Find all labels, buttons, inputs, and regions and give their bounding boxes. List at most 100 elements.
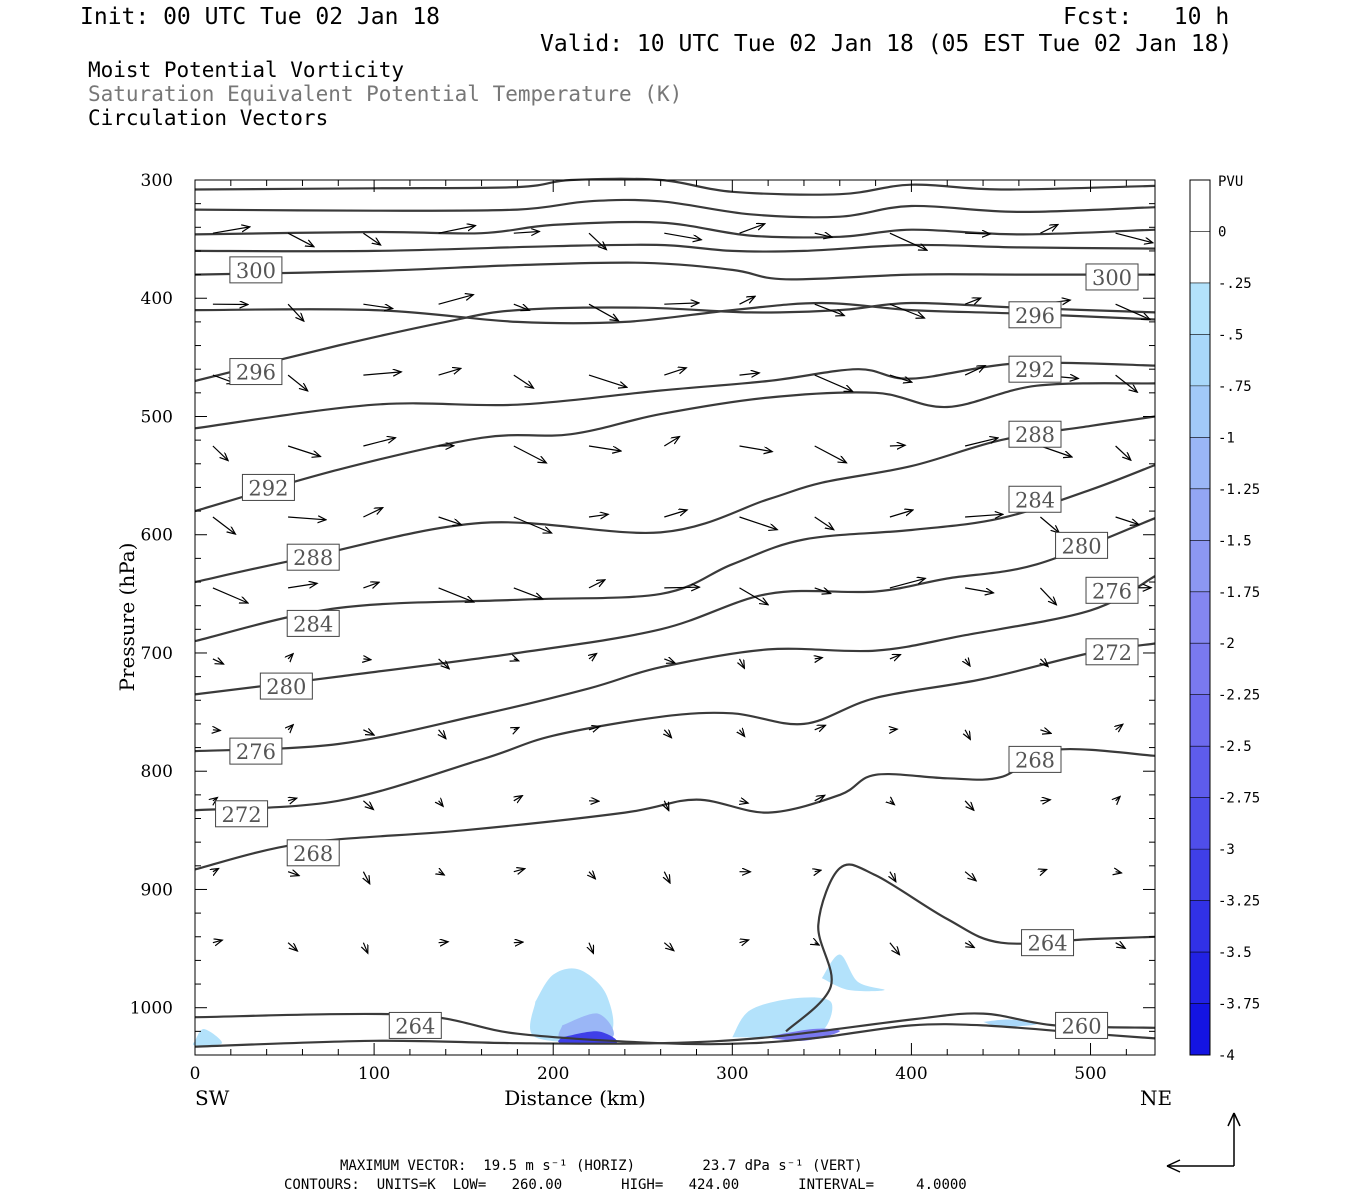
circulation-vector bbox=[890, 729, 897, 730]
contour-label-box bbox=[1085, 638, 1139, 666]
theta-e-contour-line bbox=[194, 575, 1156, 753]
colorbar-label: 0 bbox=[1218, 224, 1226, 240]
circulation-vector bbox=[889, 655, 901, 659]
colorbar-label: -1 bbox=[1218, 430, 1235, 446]
circulation-vector bbox=[964, 943, 974, 948]
circulation-vector bbox=[514, 659, 519, 661]
contour-label-box bbox=[286, 609, 340, 637]
max-vector-note: MAXIMUM VECTOR: 19.5 m s⁻¹ (HORIZ) 23.7 … bbox=[340, 1158, 863, 1174]
circulation-vector bbox=[815, 870, 821, 872]
contour-label-box bbox=[1008, 745, 1062, 773]
circulation-vector bbox=[889, 303, 925, 318]
circulation-vector bbox=[889, 374, 912, 382]
circulation-vector bbox=[814, 795, 825, 801]
theta-e-contour-line bbox=[194, 198, 1156, 219]
circulation-vector bbox=[663, 437, 679, 447]
axes: 300 400 500 600 700 800 900 1000 0 100 200 300 400 50… bbox=[115, 171, 1172, 1110]
circulation-vector bbox=[514, 796, 523, 801]
contour-label-box bbox=[229, 358, 283, 386]
circulation-vector bbox=[438, 942, 449, 943]
circulation-vector bbox=[363, 508, 382, 518]
contour-label-text: 288 bbox=[293, 546, 333, 570]
circulation-vector bbox=[213, 869, 219, 872]
colorbar-swatch bbox=[1190, 900, 1210, 953]
x-tick-label: 0 bbox=[190, 1064, 201, 1084]
circulation-vector bbox=[740, 658, 745, 668]
contour-label-box bbox=[229, 737, 283, 765]
colorbar-label: -2.5 bbox=[1218, 739, 1252, 755]
circulation-vector bbox=[740, 801, 749, 803]
circulation-vector bbox=[964, 298, 981, 304]
colorbar-swatch bbox=[1190, 334, 1210, 386]
colorbar-label: -3 bbox=[1218, 842, 1235, 858]
contour-label-text: 276 bbox=[236, 740, 276, 764]
theta-e-contour-line bbox=[194, 642, 1156, 812]
circulation-vector bbox=[664, 871, 670, 883]
circulation-vector bbox=[288, 583, 317, 588]
circulation-vector bbox=[438, 516, 462, 525]
pv-region bbox=[193, 1028, 223, 1046]
pv-region bbox=[821, 954, 885, 992]
circulation-vector bbox=[889, 445, 905, 446]
circulation-vector bbox=[513, 587, 543, 599]
contour-label-box bbox=[1008, 301, 1062, 329]
colorbar-swatch bbox=[1190, 694, 1210, 747]
circulation-vector bbox=[589, 654, 597, 659]
circulation-vector bbox=[663, 942, 674, 951]
circulation-vector bbox=[288, 517, 326, 520]
circulation-vector bbox=[1115, 374, 1138, 392]
circulation-vector bbox=[814, 374, 853, 391]
circulation-vector bbox=[513, 303, 530, 310]
circulation-vector bbox=[814, 588, 831, 594]
circulation-vectors bbox=[213, 224, 1153, 955]
plot-frame bbox=[194, 179, 1156, 1056]
colorbar-label: -4 bbox=[1218, 1048, 1235, 1064]
circulation-vector bbox=[212, 516, 236, 534]
y-tick-label: 500 bbox=[141, 407, 173, 427]
circulation-vector bbox=[739, 373, 760, 375]
colorbar-label: -2 bbox=[1218, 636, 1235, 652]
circulation-vector bbox=[363, 438, 395, 447]
contour-label-text: 276 bbox=[1092, 579, 1132, 603]
circulation-vector bbox=[890, 871, 896, 882]
x-tick-label: 200 bbox=[537, 1064, 569, 1084]
colorbar-swatch bbox=[1190, 849, 1210, 901]
circulation-vector bbox=[212, 445, 228, 461]
contour-label-box bbox=[1021, 929, 1075, 957]
contour-label-text: 264 bbox=[395, 1014, 435, 1038]
contour-label-box bbox=[388, 1011, 442, 1039]
circulation-vector bbox=[438, 587, 474, 602]
circulation-vector bbox=[439, 872, 445, 875]
circulation-vector bbox=[287, 872, 299, 876]
colorbar-swatch bbox=[1190, 591, 1210, 644]
field-pv-title: Moist Potential Vorticity bbox=[88, 58, 405, 82]
circulation-vector bbox=[213, 798, 218, 801]
circulation-vector bbox=[1115, 516, 1139, 525]
circulation-vector bbox=[588, 580, 605, 589]
circulation-vector bbox=[288, 654, 293, 659]
circulation-vector bbox=[588, 445, 621, 451]
theta-e-contour-line bbox=[194, 220, 1156, 239]
colorbar-label: -3.75 bbox=[1218, 997, 1260, 1013]
theta-e-contour-line bbox=[194, 517, 1156, 696]
colorbar-swatch bbox=[1190, 437, 1210, 489]
circulation-vector bbox=[965, 233, 990, 234]
contour-label-text: 284 bbox=[1015, 488, 1055, 512]
contour-info-note: CONTOURS: UNITS=K LOW= 260.00 HIGH= 424.… bbox=[284, 1177, 967, 1193]
field-vectors-title: Circulation Vectors bbox=[88, 106, 329, 130]
circulation-vector bbox=[814, 303, 845, 315]
circulation-vector bbox=[1040, 870, 1046, 872]
colorbar-swatch bbox=[1190, 540, 1210, 592]
circulation-vector bbox=[1040, 225, 1058, 234]
x-axis-label: Distance (km) bbox=[504, 1086, 646, 1110]
circulation-vector bbox=[964, 366, 985, 376]
colorbar-swatch bbox=[1190, 282, 1210, 335]
colorbar-swatch bbox=[1190, 1003, 1210, 1055]
circulation-vector bbox=[889, 942, 900, 955]
circulation-vector bbox=[363, 942, 367, 954]
y-tick-label: 300 bbox=[141, 171, 173, 191]
theta-e-contour-line bbox=[194, 361, 1156, 430]
circulation-vector bbox=[739, 940, 749, 943]
contour-label-text: 296 bbox=[1015, 304, 1055, 328]
